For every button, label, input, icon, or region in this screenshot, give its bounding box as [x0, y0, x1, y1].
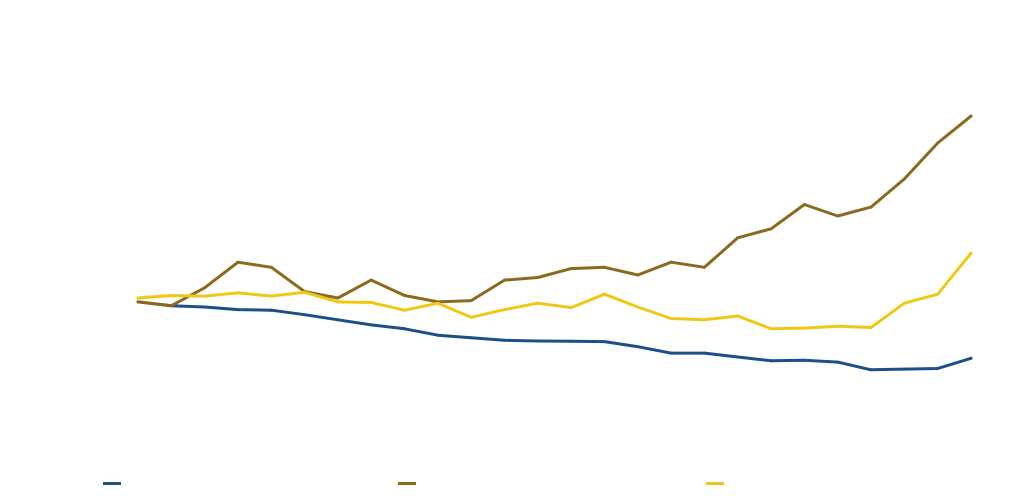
series-1-point: [936, 367, 940, 370]
series-2-point: [836, 214, 840, 218]
series-3-point: [336, 300, 340, 304]
series-2-point: [802, 203, 806, 206]
series-3-point: [269, 294, 273, 298]
series-2-point: [203, 286, 207, 290]
legend-item-2: [398, 474, 424, 492]
series-3-point: [869, 326, 873, 329]
series-3-point: [702, 318, 706, 322]
series-2-point: [169, 304, 173, 308]
series-1-point: [769, 359, 773, 363]
series-2-point: [336, 296, 340, 300]
series-1-point: [436, 333, 440, 337]
series-1-point: [603, 340, 606, 344]
legend-swatch: [706, 481, 724, 485]
series-1-point: [702, 351, 706, 355]
series-3-point: [736, 314, 740, 318]
series-3-point: [769, 327, 773, 331]
series-2-point: [369, 278, 373, 282]
series-1: [136, 300, 973, 372]
series-2-point: [469, 299, 473, 303]
legend-item-1: [103, 474, 129, 492]
series-1-point: [802, 358, 806, 362]
series-2-point: [969, 114, 973, 118]
series-1-point: [736, 355, 740, 359]
series-3-point: [603, 292, 606, 296]
series-3-point: [936, 292, 940, 296]
series-2-point: [902, 177, 906, 181]
series-3-point: [902, 301, 906, 305]
series-2-point: [269, 265, 273, 269]
series-3-point: [536, 301, 540, 305]
series-2-point: [736, 236, 740, 240]
series-2-point: [669, 260, 673, 264]
series-3-point: [636, 305, 640, 309]
series-2-point: [702, 265, 706, 269]
series-3-point: [503, 308, 506, 312]
series-1-point: [869, 368, 873, 372]
series-2-point: [136, 300, 140, 304]
series-1-point: [403, 327, 407, 331]
series-3-line: [136, 251, 973, 331]
series-2-line: [136, 114, 973, 308]
series-2-point: [769, 227, 773, 231]
series-3-point: [203, 294, 207, 298]
series-1-point: [203, 305, 207, 309]
series-1-point: [303, 313, 307, 317]
series-2: [136, 114, 973, 308]
series-2-point: [503, 278, 506, 282]
series-3-point: [236, 291, 240, 295]
series-1-point: [636, 345, 640, 349]
series-3-point: [169, 294, 173, 297]
series-1-point: [569, 339, 573, 343]
series-3-point: [836, 324, 840, 328]
series-3-point: [969, 251, 973, 255]
series-1-point: [536, 339, 540, 343]
series-3-point: [569, 306, 573, 310]
series-1-point: [969, 356, 973, 360]
legend-item-3: [706, 474, 732, 492]
series-2-point: [536, 276, 540, 279]
legend-swatch: [398, 481, 416, 485]
series-1-line: [136, 300, 973, 372]
series-1-point: [902, 367, 906, 371]
series-2-point: [603, 265, 606, 269]
series-1-point: [469, 336, 473, 340]
series-3-point: [303, 290, 307, 294]
series-2-point: [869, 205, 873, 209]
series-1-point: [336, 318, 340, 322]
series-2-point: [403, 294, 407, 297]
series-1-point: [236, 308, 240, 312]
series-3-point: [669, 317, 673, 320]
series-3-point: [436, 301, 440, 305]
legend: [0, 474, 1024, 492]
series-1-point: [836, 360, 840, 364]
series-2-point: [236, 260, 240, 264]
legend-swatch: [103, 481, 121, 485]
series-3-point: [469, 315, 473, 319]
series-2-point: [936, 141, 940, 145]
series-2-point: [569, 267, 573, 271]
series-3: [136, 251, 973, 331]
series-2-point: [636, 273, 640, 277]
series-3-point: [369, 301, 373, 304]
series-3-point: [136, 296, 140, 300]
series-1-point: [369, 323, 373, 327]
series-3-point: [802, 326, 806, 330]
series-1-point: [669, 351, 673, 355]
series-1-point: [503, 338, 506, 342]
series-1-point: [269, 308, 273, 312]
series-3-point: [403, 308, 407, 312]
